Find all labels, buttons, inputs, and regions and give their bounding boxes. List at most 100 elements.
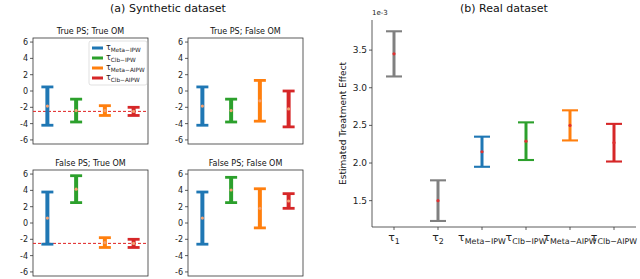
error-bar-cap — [196, 191, 208, 194]
y-tick — [185, 239, 188, 240]
reference-line — [33, 111, 148, 112]
legend-label-sub: Meta−IPW — [111, 47, 141, 53]
y-tick-label: 4 — [23, 54, 28, 63]
y-tick-label: -2 — [175, 103, 183, 112]
y-tick — [185, 206, 188, 207]
error-bar-stem — [287, 194, 291, 209]
y-tick-label: -6 — [20, 268, 28, 277]
error-bar-stem — [393, 31, 396, 76]
y-tick — [369, 163, 372, 164]
center-point — [436, 199, 439, 202]
y-tick — [30, 239, 33, 240]
y-tick-label: -2 — [20, 103, 28, 112]
error-bar-cap — [254, 79, 266, 82]
y-tick — [30, 271, 33, 272]
reference-line — [33, 243, 148, 244]
error-bar-stem — [103, 106, 107, 116]
subplot-title: False PS; False OM — [209, 159, 283, 168]
center-point — [103, 241, 106, 244]
error-bar-stem — [613, 124, 616, 162]
center-point — [103, 109, 106, 112]
center-point — [201, 217, 204, 220]
y-tick — [185, 58, 188, 59]
error-bar-cap — [70, 201, 82, 204]
x-tick-label: τClb−IPW — [506, 231, 547, 246]
y-tick — [30, 206, 33, 207]
chart-2: False PS; True OM-6-4-20246 — [20, 159, 148, 277]
marks — [33, 176, 148, 248]
center-point — [258, 207, 261, 210]
center-point — [230, 188, 233, 191]
y-tick-label: 2 — [23, 203, 28, 212]
error-bar — [474, 137, 490, 167]
error-bar-stem — [569, 110, 572, 140]
error-bar-cap — [474, 136, 490, 138]
error-bar-stem — [525, 122, 528, 160]
y-tick — [30, 123, 33, 124]
center-point — [75, 109, 78, 112]
error-bar-cap — [283, 90, 295, 93]
legend-swatch — [92, 57, 103, 60]
center-point — [46, 217, 49, 220]
y-tick — [185, 74, 188, 75]
center-point — [392, 52, 395, 55]
y-tick — [30, 58, 33, 59]
legend-label-sub: Meta−AIPW — [111, 67, 145, 73]
error-bar-cap — [128, 114, 140, 117]
y-tick — [30, 107, 33, 108]
x-tick-label-sub: Clb−IPW — [512, 237, 546, 246]
x-axis-line — [372, 227, 636, 228]
y-offset-text: 1e-3 — [372, 9, 388, 17]
legend-swatch — [92, 47, 103, 50]
y-tick-label: -4 — [175, 120, 183, 129]
y-tick-label: -4 — [20, 120, 28, 129]
y-tick — [185, 271, 188, 272]
y-tick-label: -2 — [175, 235, 183, 244]
marks — [33, 87, 148, 125]
error-bar-cap — [196, 86, 208, 89]
y-tick-label: 4 — [178, 54, 183, 63]
y-tick — [30, 74, 33, 75]
error-bar-stem — [200, 87, 204, 125]
error-bar-cap — [386, 30, 402, 32]
y-tick-label: 0 — [178, 219, 183, 228]
error-bar — [430, 180, 446, 221]
error-bar-cap — [606, 160, 622, 162]
error-bar — [99, 238, 111, 248]
plot-frame — [33, 170, 148, 276]
error-bar-cap — [518, 121, 534, 123]
error-bar-cap — [562, 139, 578, 141]
y-tick-label: 4 — [23, 186, 28, 195]
x-tick-label-sub: Meta−AIPW — [550, 237, 597, 246]
error-bar — [606, 124, 622, 162]
plot-frame — [33, 38, 148, 144]
center-point — [287, 107, 290, 110]
chart-1: True PS; False OM-6-4-20246 — [175, 27, 303, 145]
legend-label-sub: Clb−IPW — [111, 57, 136, 63]
x-tick — [482, 227, 483, 230]
error-bar-cap — [474, 166, 490, 168]
error-bar — [386, 31, 402, 76]
y-tick — [30, 42, 33, 43]
error-bar — [128, 239, 140, 247]
error-bar — [196, 87, 208, 125]
y-axis-line — [372, 20, 373, 227]
error-bar — [41, 87, 53, 125]
error-bar-cap — [128, 106, 140, 109]
error-bar — [254, 80, 266, 121]
error-bar-cap — [225, 98, 237, 101]
error-bar-cap — [41, 86, 53, 89]
error-bar-stem — [287, 91, 291, 127]
error-bar — [254, 189, 266, 228]
center-point — [132, 110, 135, 113]
error-bar-cap — [99, 114, 111, 117]
center-point — [46, 104, 49, 107]
legend: τMeta−IPWτClb−IPWτMeta−AIPWτClb−AIPW — [89, 41, 147, 85]
y-axis-label: Estimated Treatment Effect — [338, 62, 348, 185]
error-bar — [283, 91, 295, 127]
center-point — [287, 199, 290, 202]
error-bar-cap — [128, 238, 140, 241]
error-bar-cap — [606, 123, 622, 125]
error-bar-cap — [283, 192, 295, 195]
y-tick-label: 0 — [23, 219, 28, 228]
